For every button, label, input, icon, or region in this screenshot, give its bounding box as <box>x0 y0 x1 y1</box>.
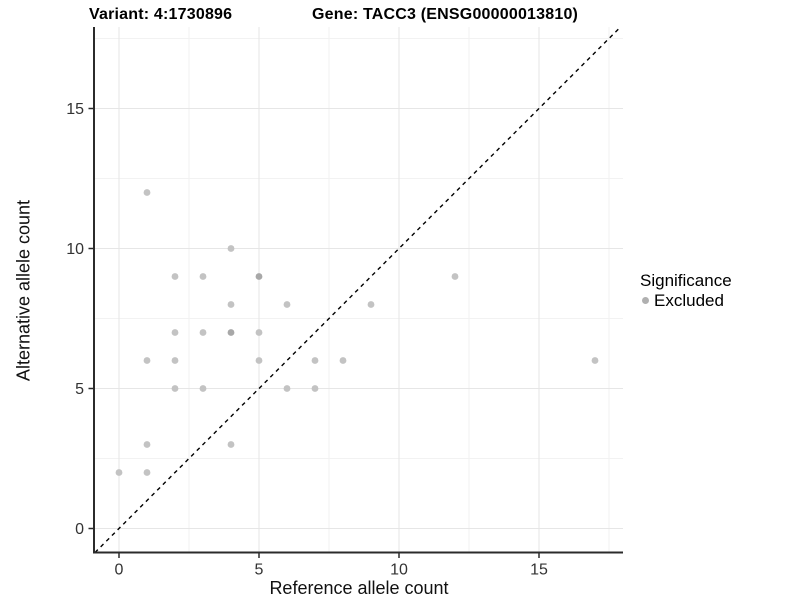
data-point <box>199 385 207 392</box>
data-point <box>451 273 459 280</box>
data-point <box>171 273 179 280</box>
legend: Significance Excluded <box>640 271 732 310</box>
data-point <box>227 301 235 308</box>
data-point <box>311 357 319 364</box>
legend-point-icon <box>642 297 649 304</box>
data-point <box>227 441 235 448</box>
data-point <box>171 357 179 364</box>
data-point <box>143 441 151 448</box>
data-point <box>339 357 347 364</box>
legend-item-label: Excluded <box>654 291 724 310</box>
data-point <box>283 301 291 308</box>
legend-title: Significance <box>640 271 732 290</box>
data-point <box>591 357 599 364</box>
x-tick-label: 0 <box>115 562 124 579</box>
data-point <box>171 385 179 392</box>
x-axis-title: Reference allele count <box>269 578 449 598</box>
data-point <box>255 357 263 364</box>
y-tick-label: 5 <box>75 381 84 398</box>
data-point <box>255 273 263 280</box>
data-point <box>115 469 123 476</box>
data-point <box>171 329 179 336</box>
y-tick-label: 15 <box>66 101 84 118</box>
legend-item-excluded: Excluded <box>640 291 732 310</box>
y-tick-label: 0 <box>75 521 84 538</box>
data-point <box>283 385 291 392</box>
x-tick-label: 10 <box>390 562 408 579</box>
data-point <box>311 385 319 392</box>
data-point <box>143 189 151 196</box>
identity-line <box>94 26 621 553</box>
y-axis-title: Alternative allele count <box>13 199 34 382</box>
x-tick-label: 15 <box>530 562 548 579</box>
x-tick-label: 5 <box>255 562 264 579</box>
data-point <box>199 329 207 336</box>
data-point <box>199 273 207 280</box>
data-point <box>227 245 235 252</box>
data-point <box>143 357 151 364</box>
y-tick-label: 10 <box>66 241 84 258</box>
data-point <box>227 329 235 336</box>
gene-title: Gene: TACC3 (ENSG00000013810) <box>312 6 579 23</box>
data-point <box>143 469 151 476</box>
data-point <box>255 329 263 336</box>
data-point <box>367 301 375 308</box>
variant-title: Variant: 4:1730896 <box>89 6 233 23</box>
